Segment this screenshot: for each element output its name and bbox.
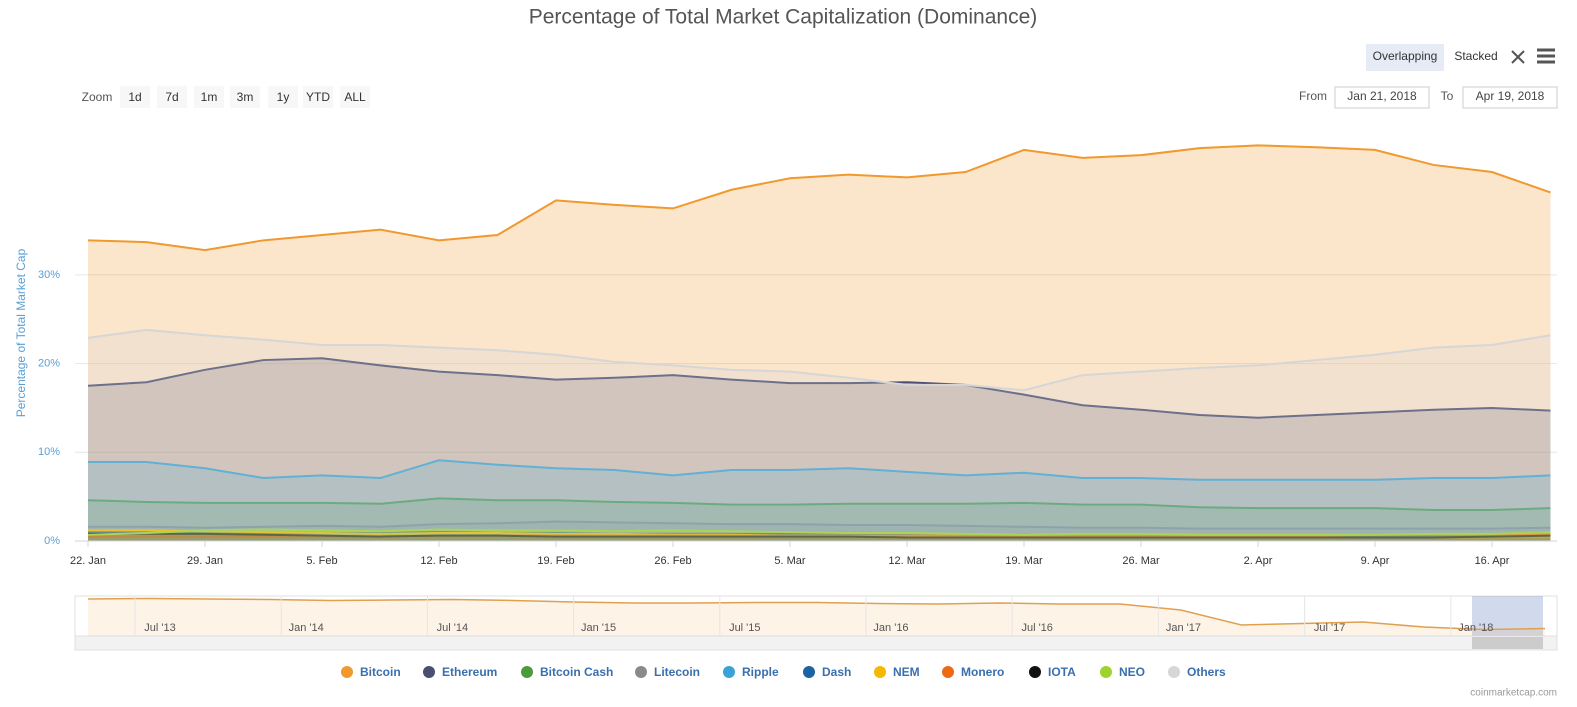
- legend-symbol[interactable]: [1168, 666, 1180, 678]
- zoom-button[interactable]: 7d: [165, 90, 178, 104]
- legend-symbol[interactable]: [1100, 666, 1112, 678]
- legend-label[interactable]: IOTA: [1048, 665, 1076, 679]
- legend-symbol[interactable]: [1029, 666, 1041, 678]
- series-line: [87, 497, 1551, 511]
- zoom-button[interactable]: 1d: [128, 90, 141, 104]
- legend-label[interactable]: Litecoin: [654, 665, 700, 679]
- legend-label[interactable]: Monero: [961, 665, 1004, 679]
- navigator-line: [87, 597, 1546, 631]
- to-label: To: [1441, 89, 1454, 103]
- x-tick-label: 26. Feb: [654, 555, 691, 567]
- navigator-label: Jan '17: [1166, 622, 1201, 634]
- legend-symbol[interactable]: [635, 666, 647, 678]
- legend-symbol[interactable]: [874, 666, 886, 678]
- series-line: [88, 532, 1551, 539]
- navigator-label: Jan '15: [581, 622, 616, 634]
- navigator-label: Jul '16: [1021, 622, 1052, 634]
- x-tick-label: 2. Apr: [1244, 555, 1273, 567]
- navigator-label: Jan '14: [289, 622, 324, 634]
- zoom-button[interactable]: 3m: [237, 90, 254, 104]
- series-area: [88, 145, 1551, 541]
- x-tick-label: 26. Mar: [1122, 555, 1160, 567]
- y-tick-label: 30%: [38, 269, 60, 281]
- from-input[interactable]: Jan 21, 2018: [1347, 89, 1417, 103]
- zoom-button-bg[interactable]: [340, 86, 370, 108]
- zoom-label: Zoom: [82, 90, 113, 104]
- navigator-label: Jul '17: [1314, 622, 1345, 634]
- credits: coinmarketcap.com: [1470, 688, 1557, 699]
- series-line: [88, 459, 1551, 481]
- legend-symbol[interactable]: [423, 666, 435, 678]
- series-area: [88, 460, 1551, 541]
- scrollbar[interactable]: [74, 635, 1558, 651]
- x-tick-label: 19. Feb: [537, 555, 574, 567]
- legend-label[interactable]: NEO: [1119, 665, 1145, 679]
- zoom-button-bg[interactable]: [268, 86, 298, 108]
- navigator-label: Jul '15: [729, 622, 760, 634]
- x-tick-label: 12. Mar: [888, 555, 926, 567]
- legend-symbol[interactable]: [803, 666, 815, 678]
- zoom-button[interactable]: YTD: [306, 90, 330, 104]
- series-area: [88, 529, 1551, 541]
- navigator-label: Jul '14: [437, 622, 468, 634]
- legend-label[interactable]: Others: [1187, 665, 1226, 679]
- x-tick-label: 12. Feb: [420, 555, 457, 567]
- x-tick-label: 9. Apr: [1361, 555, 1390, 567]
- legend-label[interactable]: Dash: [822, 665, 851, 679]
- stacked-button[interactable]: Stacked: [1454, 49, 1497, 63]
- navigator-label: Jul '13: [144, 622, 175, 634]
- zoom-button[interactable]: ALL: [344, 90, 366, 104]
- x-tick-label: 19. Mar: [1005, 555, 1043, 567]
- legend-label[interactable]: Bitcoin: [360, 665, 401, 679]
- series-area: [88, 329, 1551, 541]
- from-input-box[interactable]: [1334, 86, 1430, 109]
- legend-label[interactable]: Ethereum: [442, 665, 497, 679]
- legend-label[interactable]: Ripple: [742, 665, 779, 679]
- zoom-button[interactable]: 1m: [201, 90, 218, 104]
- series-line: [87, 328, 1551, 392]
- series-line: [87, 357, 1551, 419]
- legend-symbol[interactable]: [521, 666, 533, 678]
- overlapping-button[interactable]: Overlapping: [1373, 49, 1438, 63]
- from-label: From: [1299, 89, 1327, 103]
- legend-symbol[interactable]: [341, 666, 353, 678]
- x-tick-label: 16. Apr: [1475, 555, 1510, 567]
- legend-symbol[interactable]: [942, 666, 954, 678]
- menu-icon[interactable]: [1537, 48, 1555, 64]
- series-line: [87, 528, 1551, 536]
- zoom-button-bg[interactable]: [230, 86, 260, 108]
- zoom-button-bg[interactable]: [303, 86, 333, 108]
- series-line: [88, 520, 1551, 530]
- y-axis-label: Percentage of Total Market Cap: [14, 248, 28, 417]
- x-tick-label: 5. Mar: [774, 555, 806, 567]
- x-tick-label: 29. Jan: [187, 555, 223, 567]
- y-tick-label: 0%: [44, 535, 60, 547]
- y-tick-label: 20%: [38, 358, 60, 370]
- header-controls: Zoom From Jan 21, 2018 To Apr 19, 2018 O…: [82, 44, 1558, 109]
- navigator: [74, 595, 1558, 651]
- legend-symbol[interactable]: [723, 666, 735, 678]
- zoom-button-bg[interactable]: [194, 86, 224, 108]
- scrollbar-thumb[interactable]: [1472, 637, 1543, 649]
- fullscreen-icon[interactable]: [1511, 50, 1525, 64]
- x-tick-label: 22. Jan: [70, 555, 106, 567]
- navigator-label: Jan '18: [1458, 622, 1493, 634]
- to-input[interactable]: Apr 19, 2018: [1476, 89, 1545, 103]
- legend-label[interactable]: Bitcoin Cash: [540, 665, 613, 679]
- zoom-button-bg[interactable]: [157, 86, 187, 108]
- chart-title: Percentage of Total Market Capitalizatio…: [529, 6, 1038, 29]
- to-input-box[interactable]: [1462, 86, 1558, 109]
- overlapping-button-bg[interactable]: [1366, 44, 1444, 71]
- x-tick-label: 5. Feb: [306, 555, 337, 567]
- zoom-button-bg[interactable]: [120, 86, 150, 108]
- navigator-area: [88, 598, 1545, 636]
- series-area: [88, 358, 1551, 541]
- legend-label[interactable]: NEM: [893, 665, 920, 679]
- series-line: [87, 144, 1551, 252]
- navigator-label: Jan '16: [873, 622, 908, 634]
- y-tick-label: 10%: [38, 446, 60, 458]
- zoom-button[interactable]: 1y: [277, 90, 290, 104]
